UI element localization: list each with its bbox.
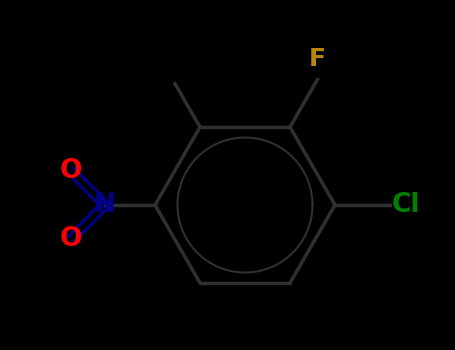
Text: Cl: Cl xyxy=(392,192,420,218)
Text: O: O xyxy=(60,158,82,184)
Text: O: O xyxy=(60,226,82,252)
Text: N: N xyxy=(94,192,116,218)
Text: F: F xyxy=(309,48,326,71)
